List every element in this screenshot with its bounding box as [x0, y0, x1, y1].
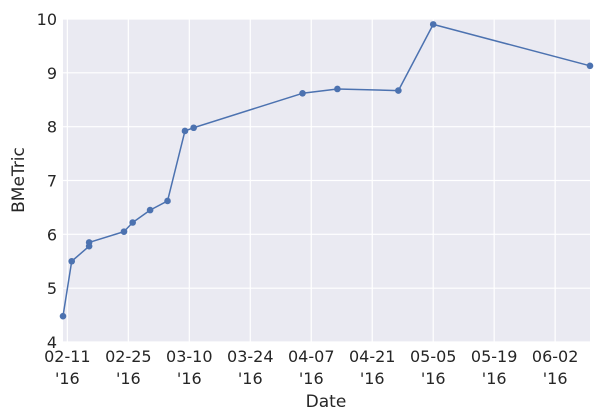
x-tick-label: 03-10 '16 — [166, 347, 213, 388]
x-tick-label-year: '16 — [482, 369, 507, 388]
y-tick-label: 6 — [47, 225, 57, 244]
x-tick-label-date: 02-11 — [44, 347, 91, 366]
data-point — [299, 89, 306, 97]
data-point — [586, 62, 594, 70]
x-tick-label-year: '16 — [55, 369, 80, 388]
y-tick-label: 9 — [47, 64, 57, 83]
x-tick-label: 03-24 '16 — [227, 347, 274, 388]
series-layer — [59, 21, 594, 320]
x-tick-label: 02-25 '16 — [105, 347, 152, 388]
x-tick-label-year: '16 — [116, 369, 141, 388]
data-point — [190, 124, 197, 132]
x-tick-label-date: 06-02 — [532, 347, 579, 366]
x-tick-label: 05-19 '16 — [471, 347, 518, 388]
data-point — [164, 197, 171, 205]
x-tick-label: 02-11 '16 — [44, 347, 91, 388]
y-tick-label: 4 — [47, 333, 57, 352]
data-point — [120, 228, 128, 235]
data-point — [129, 219, 136, 226]
x-tick-label-date: 02-25 — [105, 347, 152, 366]
y-axis-label: BMeTric — [9, 147, 29, 213]
x-tick-label: 05-05 '16 — [410, 347, 457, 388]
x-tick-label-year: '16 — [421, 369, 446, 388]
data-point — [68, 257, 76, 265]
x-axis-ticks: 02-11 '16 02-25 '16 03-10 '16 03-24 '16 04-07 '16… — [44, 347, 578, 388]
data-point — [429, 21, 437, 28]
y-tick-label: 8 — [47, 118, 57, 137]
y-tick-label: 10 — [37, 10, 57, 29]
data-point — [181, 127, 189, 135]
x-tick-label: 06-02 '16 — [532, 347, 579, 388]
x-tick-label-date: 03-24 — [227, 347, 274, 366]
y-tick-label: 7 — [47, 172, 57, 191]
x-tick-label-date: 04-21 — [349, 347, 396, 366]
x-tick-label-year: '16 — [177, 369, 202, 388]
x-tick-label-date: 03-10 — [166, 347, 213, 366]
x-axis-label: Date — [306, 392, 347, 412]
x-tick-label-year: '16 — [360, 369, 385, 388]
x-tick-label: 04-07 '16 — [288, 347, 335, 388]
data-point — [59, 312, 67, 320]
x-tick-label-year: '16 — [238, 369, 263, 388]
x-tick-label: 04-21 '16 — [349, 347, 396, 388]
x-tick-label-year: '16 — [543, 369, 568, 388]
x-tick-label-date: 05-19 — [471, 347, 518, 366]
x-tick-label-date: 05-05 — [410, 347, 457, 366]
gridlines — [63, 18, 590, 343]
data-point — [146, 206, 154, 214]
data-point — [334, 85, 341, 93]
data-point — [395, 87, 402, 94]
x-tick-label-date: 04-07 — [288, 347, 335, 366]
y-axis-ticks: 4 5 6 7 8 9 10 — [37, 10, 57, 352]
data-point — [85, 239, 93, 246]
y-tick-label: 5 — [47, 279, 57, 298]
x-tick-label-year: '16 — [299, 369, 324, 388]
